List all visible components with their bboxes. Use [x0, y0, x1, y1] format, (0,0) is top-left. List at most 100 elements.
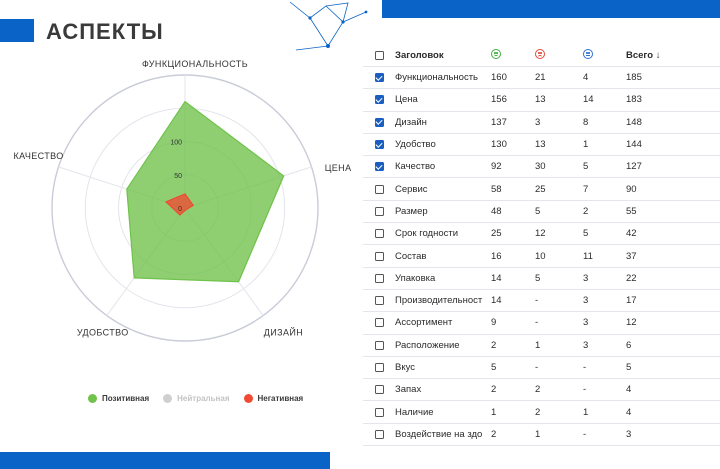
table-row[interactable]: Состав 16 10 11 37	[363, 245, 720, 268]
row-checkbox-cell	[363, 117, 395, 127]
row-neutral: 4	[583, 72, 589, 84]
table-row[interactable]: Цена 156 13 14 183	[363, 89, 720, 112]
row-positive: 58	[491, 183, 502, 195]
row-name: Ассортимент	[395, 317, 453, 329]
table-row[interactable]: Сервис 58 25 7 90	[363, 178, 720, 201]
row-checkbox[interactable]	[374, 206, 384, 216]
row-negative: -	[535, 362, 539, 373]
table-row[interactable]: Функциональность 160 21 4 185	[363, 67, 720, 90]
row-name: Качество	[395, 161, 436, 173]
row-total: 55	[626, 205, 637, 217]
table-row[interactable]: Воздействие на здо 2 1 - 3	[363, 424, 720, 447]
radar-axis-label: ФУНКЦИОНАЛЬНОСТЬ	[142, 59, 248, 69]
row-positive: 137	[491, 116, 507, 128]
row-checkbox[interactable]	[374, 162, 384, 172]
row-negative: 3	[535, 116, 541, 128]
row-checkbox-cell	[363, 385, 395, 395]
row-neutral: 3	[583, 272, 589, 284]
row-checkbox-cell	[363, 229, 395, 239]
header-neutral[interactable]	[583, 49, 626, 62]
legend-item-negative[interactable]: Негативная	[243, 394, 304, 403]
table-row[interactable]: Вкус 5 - - 5	[363, 357, 720, 380]
row-checkbox[interactable]	[374, 140, 384, 150]
table-row[interactable]: Упаковка 14 5 3 22	[363, 268, 720, 290]
row-name: Расположение	[395, 339, 460, 351]
row-checkbox[interactable]	[374, 318, 384, 328]
radar-axis-label: УДОБСТВО	[77, 328, 129, 338]
table-row[interactable]: Ассортимент 9 - 3 12	[363, 312, 720, 335]
row-checkbox-cell	[363, 318, 395, 328]
row-total: 42	[626, 228, 637, 240]
row-checkbox[interactable]	[374, 340, 384, 350]
row-checkbox-cell	[363, 340, 395, 350]
row-positive: 92	[491, 161, 502, 173]
row-total: 22	[626, 272, 637, 284]
row-total: 144	[626, 139, 642, 151]
row-checkbox[interactable]	[374, 184, 384, 194]
row-name: Срок годности	[395, 228, 459, 240]
row-checkbox-cell	[363, 140, 395, 150]
row-neutral: 3	[583, 295, 589, 307]
row-name: Воздействие на здо	[395, 428, 483, 440]
table-row[interactable]: Наличие 1 2 1 4	[363, 401, 720, 424]
row-positive: 16	[491, 250, 502, 262]
row-positive: 5	[491, 362, 497, 373]
radar-chart: 0 50 100 ФУНКЦИОНАЛЬНОСТЬ ЦЕНА ДИЗАЙН УДОБСТВО…	[0, 55, 360, 365]
row-checkbox[interactable]	[374, 407, 384, 417]
header-name[interactable]: Заголовок	[395, 50, 444, 61]
top-right-accent-bar	[382, 0, 720, 18]
row-checkbox-cell	[363, 206, 395, 216]
legend-dot-negative	[243, 394, 253, 403]
row-checkbox[interactable]	[374, 296, 384, 306]
radar-axis-label: ЦЕНА	[325, 163, 352, 173]
row-checkbox[interactable]	[374, 385, 384, 395]
row-negative: 5	[535, 272, 541, 284]
select-all-checkbox[interactable]	[374, 51, 384, 60]
chart-legend: Позитивная Нейтральная Негативная	[88, 394, 303, 403]
header-total[interactable]: Всего ↓	[626, 50, 661, 61]
row-total: 17	[626, 295, 637, 307]
row-name: Цена	[395, 94, 418, 106]
table-row[interactable]: Качество 92 30 5 127	[363, 156, 720, 179]
row-neutral: 5	[583, 161, 589, 173]
table-row[interactable]: Расположение 2 1 3 6	[363, 335, 720, 357]
row-checkbox[interactable]	[374, 95, 384, 105]
row-positive: 130	[491, 139, 507, 151]
legend-item-neutral[interactable]: Нейтральная	[163, 394, 230, 403]
row-checkbox[interactable]	[374, 251, 384, 261]
row-total: 3	[626, 428, 632, 440]
network-decoration	[289, 1, 368, 51]
header-negative[interactable]	[535, 49, 583, 62]
row-total: 37	[626, 250, 637, 262]
legend-label-negative: Негативная	[257, 394, 304, 403]
row-checkbox-cell	[363, 184, 395, 194]
header-checkbox-cell	[363, 51, 395, 60]
table-row[interactable]: Размер 48 5 2 55	[363, 201, 720, 224]
row-positive: 48	[491, 205, 502, 217]
table-row[interactable]: Дизайн 137 3 8 148	[363, 112, 720, 134]
row-total: 90	[626, 183, 637, 195]
header-positive[interactable]	[491, 49, 535, 62]
row-neutral: -	[583, 362, 587, 373]
row-name: Производительност	[395, 295, 483, 307]
row-checkbox[interactable]	[374, 229, 384, 239]
row-checkbox[interactable]	[374, 73, 384, 83]
legend-item-positive[interactable]: Позитивная	[88, 394, 149, 403]
row-name: Функциональность	[395, 72, 479, 84]
neutral-face-icon	[583, 49, 593, 59]
row-total: 4	[626, 384, 632, 396]
row-checkbox[interactable]	[374, 273, 384, 283]
row-checkbox[interactable]	[374, 363, 384, 372]
row-negative: -	[535, 317, 539, 329]
row-checkbox[interactable]	[374, 117, 384, 127]
row-neutral: 7	[583, 183, 589, 195]
row-checkbox[interactable]	[374, 429, 384, 439]
table-body: Функциональность 160 21 4 185 Цена 156 13 14 183 Д…	[363, 67, 720, 447]
row-name: Дизайн	[395, 116, 427, 128]
table-row[interactable]: Производительност 14 - 3 17	[363, 290, 720, 313]
table-row[interactable]: Срок годности 25 12 5 42	[363, 223, 720, 246]
row-neutral: 11	[583, 250, 593, 262]
table-row[interactable]: Удобство 130 13 1 144	[363, 134, 720, 157]
row-name: Упаковка	[395, 272, 436, 284]
table-row[interactable]: Запах 2 2 - 4	[363, 379, 720, 402]
